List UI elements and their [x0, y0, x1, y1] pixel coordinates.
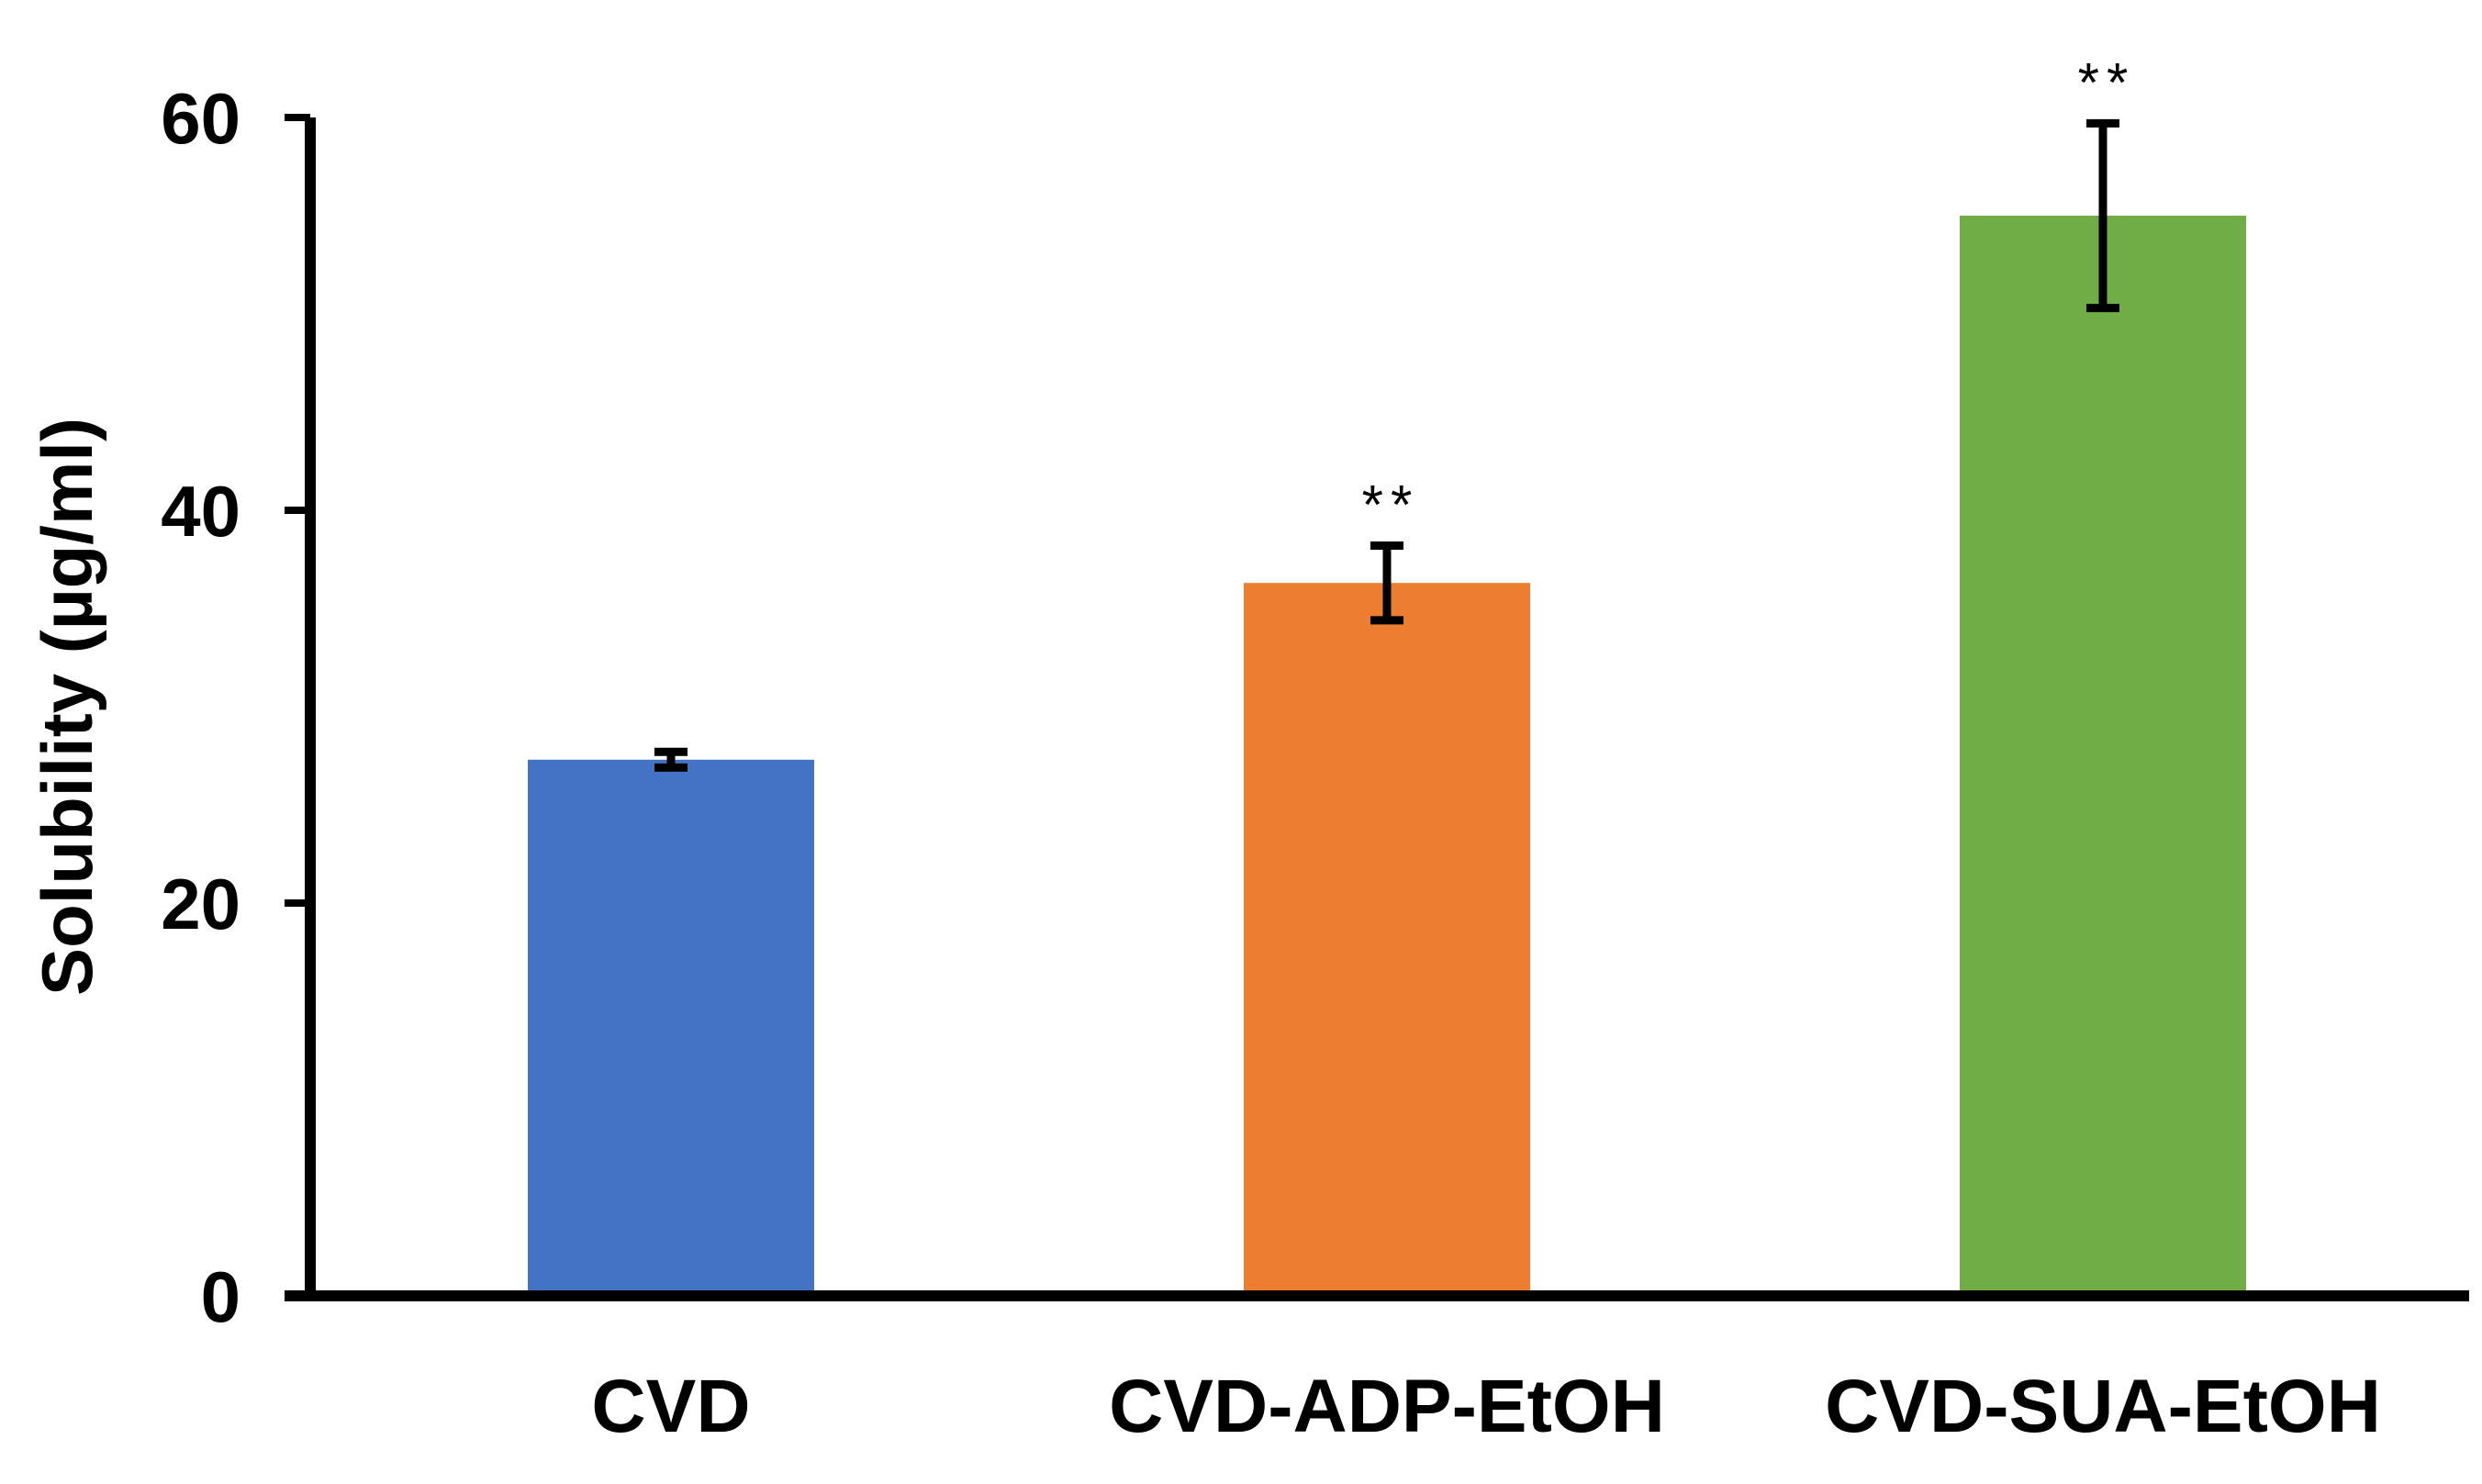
y-axis-title: Solubility (µg/ml)	[27, 418, 107, 996]
bar-cvd	[528, 759, 814, 1290]
error-bar-cvd-sua-etoh	[2086, 118, 2119, 313]
error-bar-cvd	[654, 747, 688, 772]
axes-layer	[285, 117, 2469, 1301]
x-tick-label-cvd-sua-etoh: CVD-SUA-EtOH	[1825, 1365, 2381, 1448]
error-bar-cvd-adp-etoh	[1370, 541, 1403, 625]
x-tick-label-cvd: CVD	[591, 1365, 750, 1448]
y-tick-label: 20	[161, 864, 240, 944]
bar-cvd-adp-etoh	[1244, 583, 1530, 1290]
bar-cvd-sua-etoh	[1960, 216, 2246, 1290]
y-tick-label: 0	[201, 1256, 240, 1337]
significance-label: **	[1362, 474, 1420, 536]
x-tick-label-cvd-adp-etoh: CVD-ADP-EtOH	[1109, 1365, 1665, 1448]
category-labels-layer: CVD CVD-ADP-EtOH CVD-SUA-EtOH	[591, 1365, 2381, 1448]
y-tick-label: 40	[161, 471, 240, 552]
error-bars-layer	[654, 118, 2119, 772]
y-tick-label: 60	[161, 78, 240, 159]
y-ticks-layer: 0 20 40 60	[161, 78, 310, 1337]
significance-layer: ** **	[1362, 51, 2136, 536]
bars-layer	[528, 216, 2246, 1290]
significance-label: **	[2078, 51, 2136, 113]
